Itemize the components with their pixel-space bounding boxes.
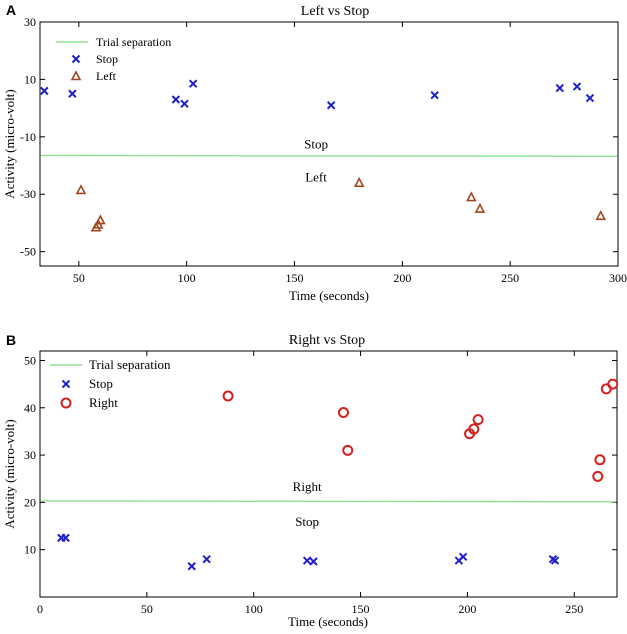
panel-b-title: Right vs Stop bbox=[289, 333, 365, 348]
y-tick-label: 50 bbox=[24, 353, 36, 367]
panel-a-letter: A bbox=[6, 2, 16, 18]
stop-point bbox=[550, 556, 560, 565]
panel-b-legend-label-right: Right bbox=[89, 395, 118, 410]
panel-b-marks bbox=[57, 378, 619, 571]
left-point bbox=[95, 214, 106, 225]
stop-point bbox=[188, 79, 198, 88]
panel-b-legend: Trial separation Stop Right bbox=[50, 357, 171, 410]
trial-separation-line bbox=[40, 154, 618, 157]
x-tick-label: 100 bbox=[178, 271, 196, 285]
right-point bbox=[607, 378, 619, 390]
right-point bbox=[337, 407, 349, 418]
panel-a-plot-area bbox=[39, 21, 619, 267]
y-tick-label: -30 bbox=[20, 187, 36, 201]
y-tick-label: 10 bbox=[24, 543, 36, 557]
right-point bbox=[472, 414, 484, 426]
panel-a-marks bbox=[40, 79, 607, 232]
x-tick-label: 200 bbox=[393, 271, 411, 285]
stop-point bbox=[187, 562, 196, 571]
panel-b-xlabel: Time (seconds) bbox=[288, 614, 368, 629]
stop-point bbox=[202, 554, 211, 564]
panel-b-plot-area bbox=[39, 350, 618, 598]
stop-point bbox=[180, 99, 189, 109]
left-point bbox=[75, 184, 87, 195]
panel-a-legend-label-separation: Trial separation bbox=[96, 35, 171, 49]
x-tick-label: 250 bbox=[501, 271, 519, 285]
trial-separation-line bbox=[40, 500, 617, 503]
x-tick-label: 100 bbox=[245, 602, 263, 616]
x-tick-label: 50 bbox=[73, 271, 85, 285]
panel-b: B Right vs Stop Time (seconds) Activity … bbox=[2, 332, 619, 629]
y-tick-label: 10 bbox=[24, 72, 36, 86]
panel-a-legend-label-left: Left bbox=[96, 69, 117, 83]
stop-point bbox=[555, 83, 564, 93]
stop-point bbox=[309, 557, 318, 566]
panel-b-letter: B bbox=[6, 332, 16, 348]
panel-a-ylabel: Activity (micro-volt) bbox=[2, 89, 17, 198]
right-point bbox=[468, 423, 480, 435]
panel-b-separation-below-label: Stop bbox=[295, 514, 319, 529]
x-tick-label: 150 bbox=[352, 602, 370, 616]
panel-a-title: Left vs Stop bbox=[301, 4, 369, 19]
left-point bbox=[595, 210, 607, 221]
panel-a: A Left vs Stop Time (seconds) Activity (… bbox=[2, 2, 627, 303]
panel-b-separation bbox=[40, 500, 617, 503]
legend-sample-stop bbox=[61, 379, 71, 389]
legend-sample-right bbox=[60, 397, 72, 409]
panel-b-legend-label-stop: Stop bbox=[89, 376, 113, 391]
legend-sample-stop bbox=[71, 54, 81, 64]
x-tick-label: 300 bbox=[609, 271, 627, 285]
y-tick-label: -10 bbox=[20, 130, 36, 144]
right-point bbox=[342, 444, 354, 456]
x-tick-label: 0 bbox=[37, 602, 43, 616]
panel-a-xlabel: Time (seconds) bbox=[289, 288, 369, 303]
x-tick-label: 250 bbox=[565, 602, 583, 616]
panel-b-legend-label-separation: Trial separation bbox=[89, 357, 171, 372]
stop-point bbox=[302, 556, 312, 565]
left-point bbox=[474, 202, 486, 213]
stop-point bbox=[585, 93, 595, 103]
stop-point bbox=[430, 90, 439, 100]
y-tick-label: 30 bbox=[24, 15, 36, 29]
x-tick-label: 150 bbox=[285, 271, 303, 285]
panel-a-separation-below-label: Left bbox=[305, 169, 327, 184]
y-tick-label: -50 bbox=[20, 245, 36, 259]
left-point bbox=[353, 177, 365, 188]
right-point bbox=[222, 390, 234, 402]
left-point bbox=[466, 191, 477, 202]
stop-point bbox=[68, 89, 77, 98]
legend-sample-left bbox=[70, 70, 82, 81]
stop-point bbox=[326, 101, 336, 110]
panel-a-separation-above-label: Stop bbox=[304, 136, 328, 151]
panel-b-ticks: 0 50 100 150 200 250 10 20 30 40 50 bbox=[24, 351, 617, 616]
stop-point bbox=[40, 86, 49, 96]
y-tick-label: 40 bbox=[24, 401, 36, 415]
panel-a-separation bbox=[40, 154, 618, 157]
y-tick-label: 20 bbox=[24, 495, 36, 509]
panel-a-legend: Trial separation Stop Left bbox=[56, 35, 171, 83]
stop-point bbox=[61, 533, 70, 543]
x-tick-label: 50 bbox=[141, 602, 153, 616]
stop-point bbox=[171, 95, 181, 104]
stop-point bbox=[458, 552, 468, 561]
right-point bbox=[592, 470, 604, 482]
stop-point bbox=[572, 82, 582, 91]
panel-a-legend-label-stop: Stop bbox=[96, 52, 118, 66]
y-tick-label: 30 bbox=[24, 448, 36, 462]
right-point bbox=[594, 454, 606, 466]
panel-b-ylabel: Activity (micro-volt) bbox=[2, 419, 17, 528]
panel-a-ticks: 50 100 150 200 250 300 -50 -30 -10 10 30 bbox=[20, 15, 627, 285]
panel-b-separation-above-label: Right bbox=[293, 479, 322, 494]
x-tick-label: 200 bbox=[458, 602, 476, 616]
